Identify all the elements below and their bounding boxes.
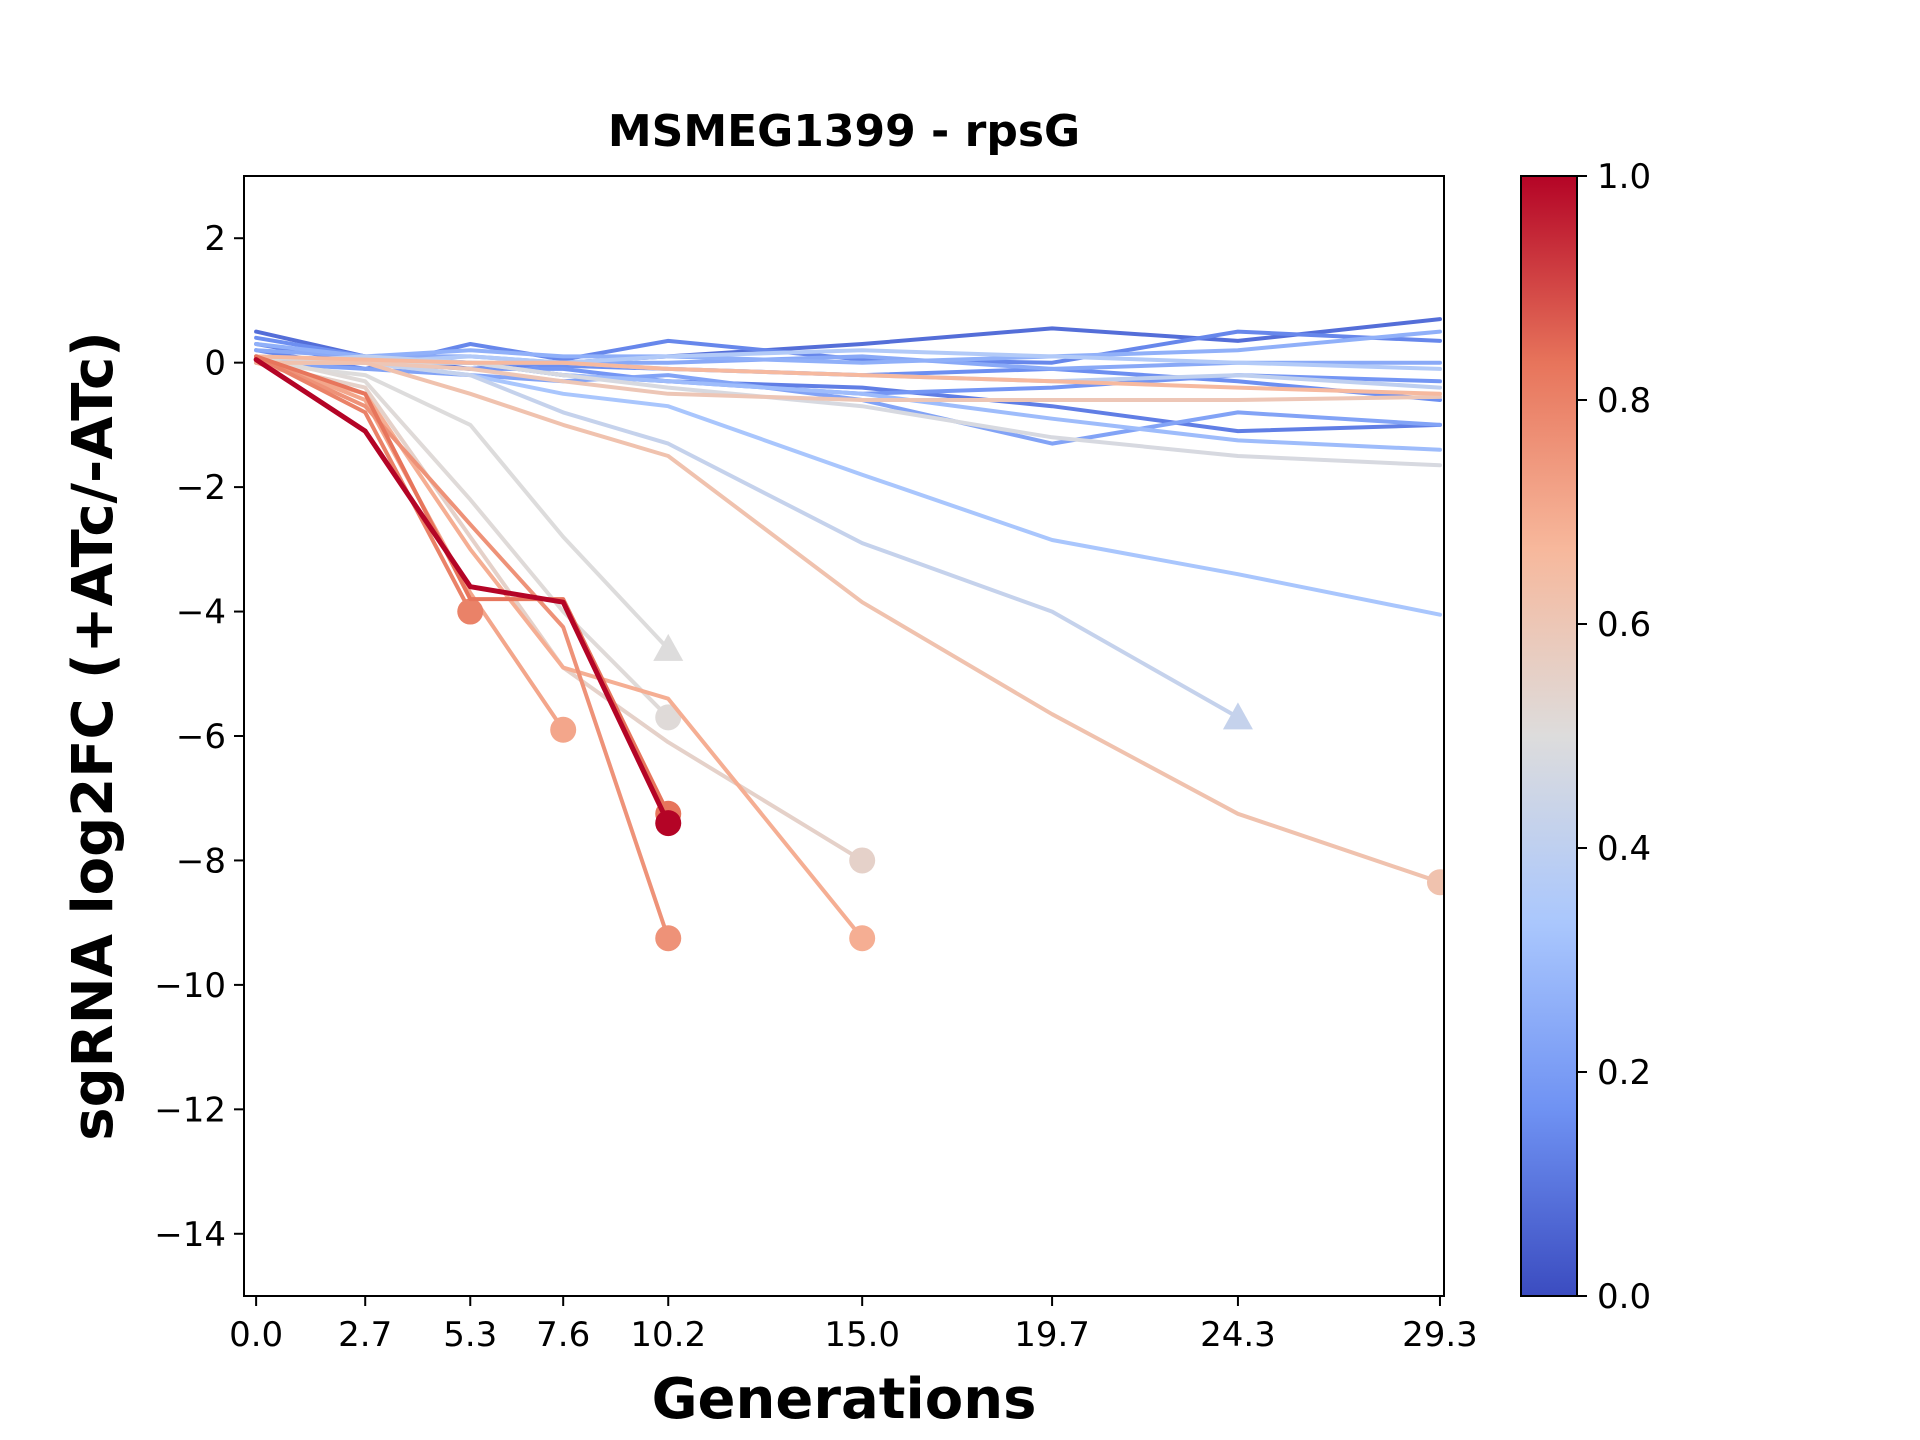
series-line-24	[254, 354, 473, 614]
end-marker-circle-19	[1426, 869, 1444, 896]
y-tick-label: −12	[154, 1090, 226, 1130]
end-marker-circle-17	[849, 847, 876, 874]
series-line-20	[254, 354, 1442, 396]
x-tick-label: 19.7	[1014, 1315, 1090, 1355]
series-line-17	[254, 360, 865, 863]
y-tick-label: −14	[154, 1215, 226, 1255]
series-line-26	[253, 357, 671, 826]
end-marker-circle-22	[550, 716, 577, 743]
end-marker-circle-24	[457, 598, 484, 625]
series-line-6	[254, 360, 1442, 446]
series-line-14	[254, 354, 1442, 468]
y-tick-label: −10	[154, 966, 226, 1006]
y-tick-label: 2	[204, 219, 226, 259]
colorbar-tick-label: 1.0	[1597, 157, 1651, 197]
series-layer	[253, 317, 1444, 952]
series-line-13	[254, 360, 1240, 720]
x-tick-label: 24.3	[1200, 1315, 1276, 1355]
x-tick-label: 15.0	[824, 1315, 900, 1355]
colorbar-tick-label: 0.2	[1597, 1053, 1651, 1093]
x-tick-label: 5.3	[443, 1315, 497, 1355]
y-axis-ticks: 2 0 −2 −4 −6 −8 −10 −12 −14	[154, 219, 244, 1255]
y-tick-label: −8	[176, 841, 226, 881]
x-tick-label: 10.2	[630, 1315, 706, 1355]
y-tick-label: −4	[176, 593, 226, 633]
end-marker-circle-16	[655, 704, 682, 731]
x-axis-ticks: 0.0 2.7 5.3 7.6 10.2 15.0 19.7 24.3 29.3	[229, 1296, 1478, 1355]
chart-title: MSMEG1399 - rpsG	[608, 106, 1080, 157]
end-marker-triangle-13	[1222, 702, 1253, 730]
end-marker-circle-26	[655, 810, 682, 837]
end-marker-circle-23	[655, 925, 682, 952]
x-tick-label: 7.6	[536, 1315, 590, 1355]
colorbar	[1520, 175, 1578, 1297]
x-tick-label: 2.7	[338, 1315, 392, 1355]
colorbar-tick-label: 0.4	[1597, 829, 1651, 869]
end-marker-circle-21	[849, 925, 876, 952]
series-line-19	[254, 360, 1442, 885]
colorbar-ticks: 0.0 0.2 0.4 0.6 0.8 1.0	[1577, 157, 1651, 1317]
colorbar-tick-label: 0.6	[1597, 605, 1651, 645]
series-line-16	[254, 354, 671, 720]
y-tick-label: −2	[176, 468, 226, 508]
series-line-23	[254, 354, 671, 941]
series-line-21	[254, 360, 865, 941]
series-line-18	[254, 360, 1442, 402]
y-tick-label: 0	[204, 344, 226, 384]
colorbar-tick-label: 0.8	[1597, 381, 1651, 421]
y-axis-label: sgRNA log2FC (+ATc/-ATc)	[61, 331, 126, 1141]
series-line-22	[254, 354, 566, 732]
end-marker-triangle-15	[653, 633, 684, 661]
x-tick-label: 0.0	[229, 1315, 283, 1355]
y-tick-label: −6	[176, 717, 226, 757]
colorbar-tick-label: 0.0	[1597, 1277, 1651, 1317]
x-axis-label: Generations	[652, 1367, 1037, 1432]
x-tick-label: 29.3	[1402, 1315, 1478, 1355]
series-line-7	[254, 348, 1442, 371]
